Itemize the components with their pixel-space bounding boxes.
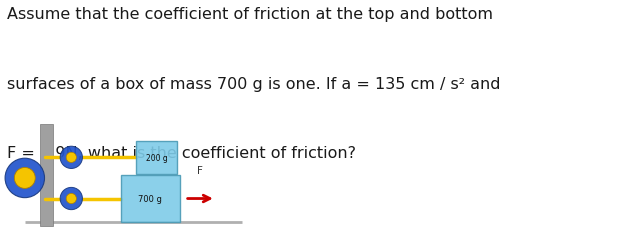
Bar [121,176,180,222]
Text: surfaces of a box of mass 700 g is one. If a = 135 cm / s² and: surfaces of a box of mass 700 g is one. … [7,76,501,91]
Text: Assume that the coefficient of friction at the top and bottom: Assume that the coefficient of friction … [7,7,494,22]
Text: 700 g: 700 g [138,194,162,203]
Ellipse shape [66,152,76,163]
Bar [136,141,177,174]
Ellipse shape [14,168,35,188]
Text: F = 1.9N, what is the coefficient of friction?: F = 1.9N, what is the coefficient of fri… [7,146,356,161]
Ellipse shape [5,158,45,198]
Ellipse shape [60,146,82,169]
Ellipse shape [60,188,82,210]
Text: F: F [197,166,203,176]
Ellipse shape [66,194,76,204]
Bar [40,125,53,226]
Text: 200 g: 200 g [146,153,167,162]
